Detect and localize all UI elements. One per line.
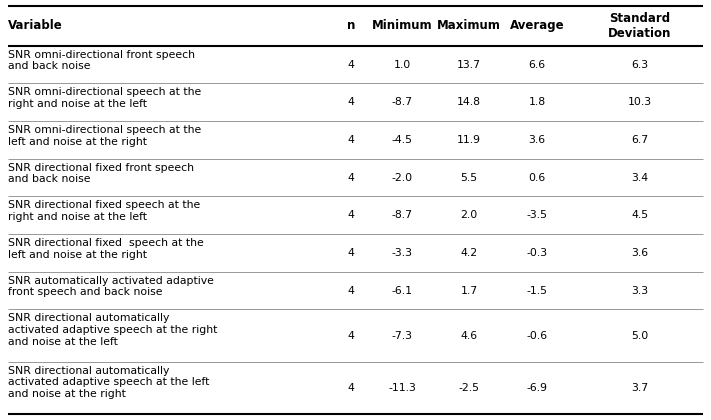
Text: 4: 4	[348, 60, 355, 70]
Text: -4.5: -4.5	[392, 135, 412, 145]
Text: 4: 4	[348, 135, 355, 145]
Text: -0.6: -0.6	[526, 331, 547, 341]
Text: SNR omni-directional speech at the
right and noise at the left: SNR omni-directional speech at the right…	[8, 87, 201, 109]
Text: -8.7: -8.7	[392, 210, 412, 220]
Text: n: n	[347, 19, 356, 32]
Text: 4.2: 4.2	[461, 248, 478, 258]
Text: -2.0: -2.0	[392, 173, 412, 183]
Text: 4: 4	[348, 248, 355, 258]
Text: -2.5: -2.5	[459, 383, 479, 393]
Text: -3.3: -3.3	[392, 248, 412, 258]
Text: 1.0: 1.0	[393, 60, 411, 70]
Text: 4: 4	[348, 173, 355, 183]
Text: -7.3: -7.3	[392, 331, 412, 341]
Text: 6.3: 6.3	[631, 60, 648, 70]
Text: 4: 4	[348, 383, 355, 393]
Text: 5.5: 5.5	[461, 173, 478, 183]
Text: 1.7: 1.7	[461, 286, 478, 296]
Text: -1.5: -1.5	[527, 286, 547, 296]
Text: SNR directional fixed front speech
and back noise: SNR directional fixed front speech and b…	[8, 163, 194, 184]
Text: 4.6: 4.6	[461, 331, 478, 341]
Text: 3.6: 3.6	[631, 248, 648, 258]
Text: -6.1: -6.1	[392, 286, 412, 296]
Text: Standard
Deviation: Standard Deviation	[609, 12, 672, 40]
Text: 4.5: 4.5	[631, 210, 648, 220]
Text: Variable: Variable	[8, 19, 63, 32]
Text: Maximum: Maximum	[437, 19, 501, 32]
Text: 3.4: 3.4	[631, 173, 648, 183]
Text: 4: 4	[348, 210, 355, 220]
Text: 1.8: 1.8	[528, 97, 545, 107]
Text: 0.6: 0.6	[528, 173, 545, 183]
Text: 3.7: 3.7	[631, 383, 648, 393]
Text: -11.3: -11.3	[388, 383, 416, 393]
Text: 6.6: 6.6	[528, 60, 545, 70]
Text: SNR automatically activated adaptive
front speech and back noise: SNR automatically activated adaptive fro…	[8, 276, 214, 297]
Text: -8.7: -8.7	[392, 97, 412, 107]
Text: 3.6: 3.6	[528, 135, 545, 145]
Text: 10.3: 10.3	[628, 97, 652, 107]
Text: 13.7: 13.7	[457, 60, 481, 70]
Text: SNR omni-directional speech at the
left and noise at the right: SNR omni-directional speech at the left …	[8, 125, 201, 147]
Text: SNR omni-directional front speech
and back noise: SNR omni-directional front speech and ba…	[8, 50, 195, 71]
Text: -6.9: -6.9	[527, 383, 547, 393]
Text: SNR directional automatically
activated adaptive speech at the right
and noise a: SNR directional automatically activated …	[8, 313, 218, 346]
Text: 4: 4	[348, 97, 355, 107]
Text: 6.7: 6.7	[631, 135, 648, 145]
Text: Average: Average	[510, 19, 565, 32]
Text: -0.3: -0.3	[526, 248, 547, 258]
Text: -3.5: -3.5	[527, 210, 547, 220]
Text: 5.0: 5.0	[631, 331, 648, 341]
Text: 14.8: 14.8	[457, 97, 481, 107]
Text: SNR directional fixed speech at the
right and noise at the left: SNR directional fixed speech at the righ…	[8, 200, 201, 222]
Text: 3.3: 3.3	[631, 286, 648, 296]
Text: Minimum: Minimum	[372, 19, 432, 32]
Text: 11.9: 11.9	[457, 135, 481, 145]
Text: 2.0: 2.0	[461, 210, 478, 220]
Text: SNR directional automatically
activated adaptive speech at the left
and noise at: SNR directional automatically activated …	[8, 366, 209, 399]
Text: 4: 4	[348, 331, 355, 341]
Text: SNR directional fixed  speech at the
left and noise at the right: SNR directional fixed speech at the left…	[8, 238, 204, 260]
Text: 4: 4	[348, 286, 355, 296]
